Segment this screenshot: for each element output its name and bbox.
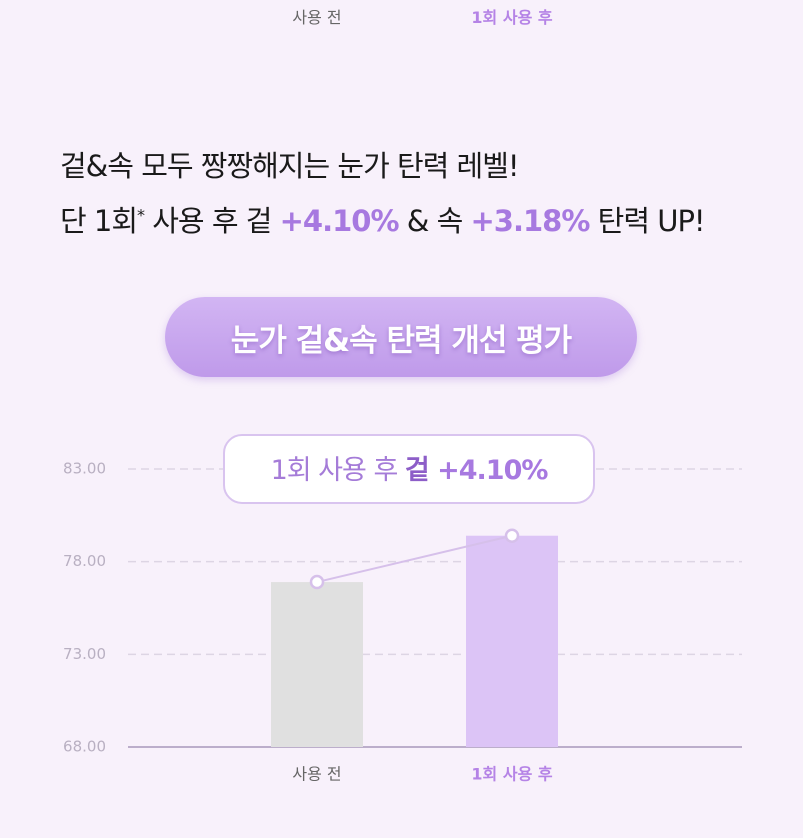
point bbox=[309, 574, 325, 590]
text: 사용 후 겉 bbox=[144, 204, 280, 238]
text: 탄력 UP! bbox=[589, 204, 706, 238]
y-tick-label: 78.00 bbox=[63, 552, 106, 570]
bar bbox=[271, 582, 363, 747]
annotation-part: 겉 bbox=[405, 455, 429, 486]
text: * bbox=[137, 205, 145, 225]
bar bbox=[466, 535, 558, 747]
text: & 속 bbox=[398, 204, 471, 238]
top-label: 1회 사용 후 bbox=[471, 8, 553, 27]
headline: 겉&속 모두 짱짱해지는 눈가 탄력 레벨! bbox=[60, 149, 520, 183]
headline: 단 1회* 사용 후 겉 +4.10% & 속 +3.18% 탄력 UP! bbox=[60, 198, 706, 240]
annotation: 1회 사용 후 겉 +4.10% bbox=[271, 455, 549, 486]
annotation-part: +4.10% bbox=[429, 455, 549, 486]
text: 단 1회 bbox=[60, 204, 138, 238]
top-label: 사용 전 bbox=[292, 8, 342, 27]
annotation-box bbox=[223, 434, 595, 504]
annotation-part: 1회 사용 후 bbox=[271, 455, 405, 486]
highlight: +4.10% bbox=[279, 204, 400, 238]
x-tick-label: 사용 전 bbox=[292, 765, 341, 784]
point bbox=[504, 528, 520, 543]
trend-line bbox=[316, 534, 513, 584]
highlight: +3.18% bbox=[470, 204, 591, 238]
y-tick-label: 68.00 bbox=[63, 738, 106, 756]
badge: 눈가 겉&속 탄력 개선 평가 bbox=[165, 297, 637, 377]
y-tick-label: 73.00 bbox=[63, 645, 106, 663]
y-tick-label: 83.00 bbox=[63, 460, 106, 478]
x-tick-label: 1회 사용 후 bbox=[471, 765, 552, 784]
